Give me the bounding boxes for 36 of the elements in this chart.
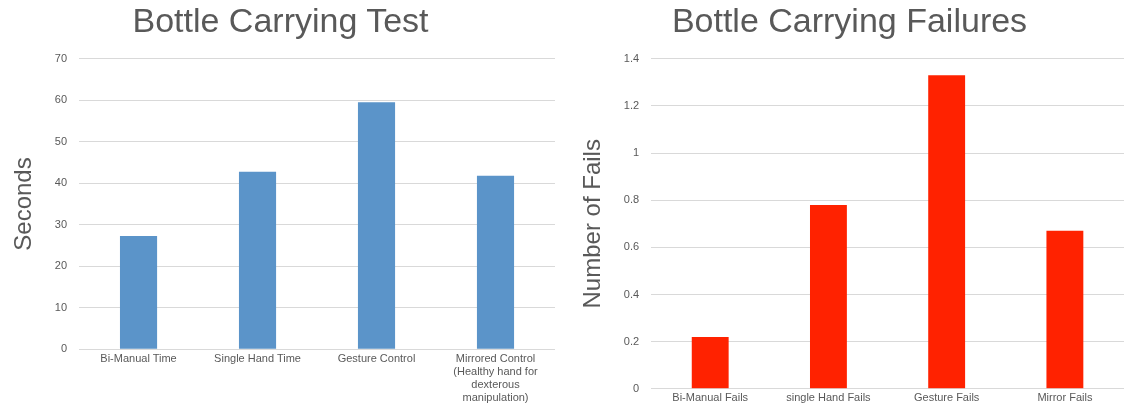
bar [809, 204, 847, 389]
y-tick-label: 0.4 [623, 287, 640, 300]
y-tick-label: 70 [54, 51, 68, 64]
y-tick-label: 50 [54, 134, 68, 147]
y-tick-label: 1.2 [623, 98, 640, 111]
y-tick-label: 30 [54, 217, 68, 230]
chart-title: Bottle Carrying Failures [671, 0, 1028, 39]
x-tick-label: Mirror Fails [1037, 391, 1093, 404]
y-tick-label: 0.6 [623, 240, 640, 253]
chart-title: Bottle Carrying Test [132, 0, 430, 39]
x-tick-label: single Hand Fails [786, 391, 872, 404]
bar [1046, 230, 1084, 389]
bar [928, 75, 966, 389]
y-axis-title: Seconds [9, 157, 37, 251]
y-tick-label: 20 [54, 259, 68, 272]
bar [476, 175, 515, 349]
bar [691, 336, 729, 389]
y-tick-label: 0.8 [623, 193, 640, 206]
y-tick-label: 0 [632, 381, 640, 394]
bar [238, 171, 277, 349]
x-tick-label: Gesture Fails [913, 391, 980, 404]
x-tick-label: Bi-Manual Fails [672, 391, 749, 404]
x-tick-label: Single Hand Time [214, 351, 301, 364]
y-tick-label: 0.2 [623, 334, 640, 347]
x-tick-label: Bi-Manual Time [100, 351, 177, 364]
y-axis-title: Number of Fails [578, 139, 606, 309]
y-tick-label: 1.4 [623, 51, 640, 64]
bar [119, 235, 158, 349]
y-tick-label: 1 [632, 146, 640, 159]
x-tick-label: Mirrored Control (Healthy hand for dexterous manipulation) [453, 351, 539, 404]
y-tick-label: 10 [54, 300, 68, 313]
bar [357, 102, 396, 349]
y-tick-label: 60 [54, 93, 68, 106]
x-tick-label: Gesture Control [337, 351, 416, 364]
y-tick-label: 0 [60, 342, 68, 355]
y-tick-label: 40 [54, 176, 68, 189]
